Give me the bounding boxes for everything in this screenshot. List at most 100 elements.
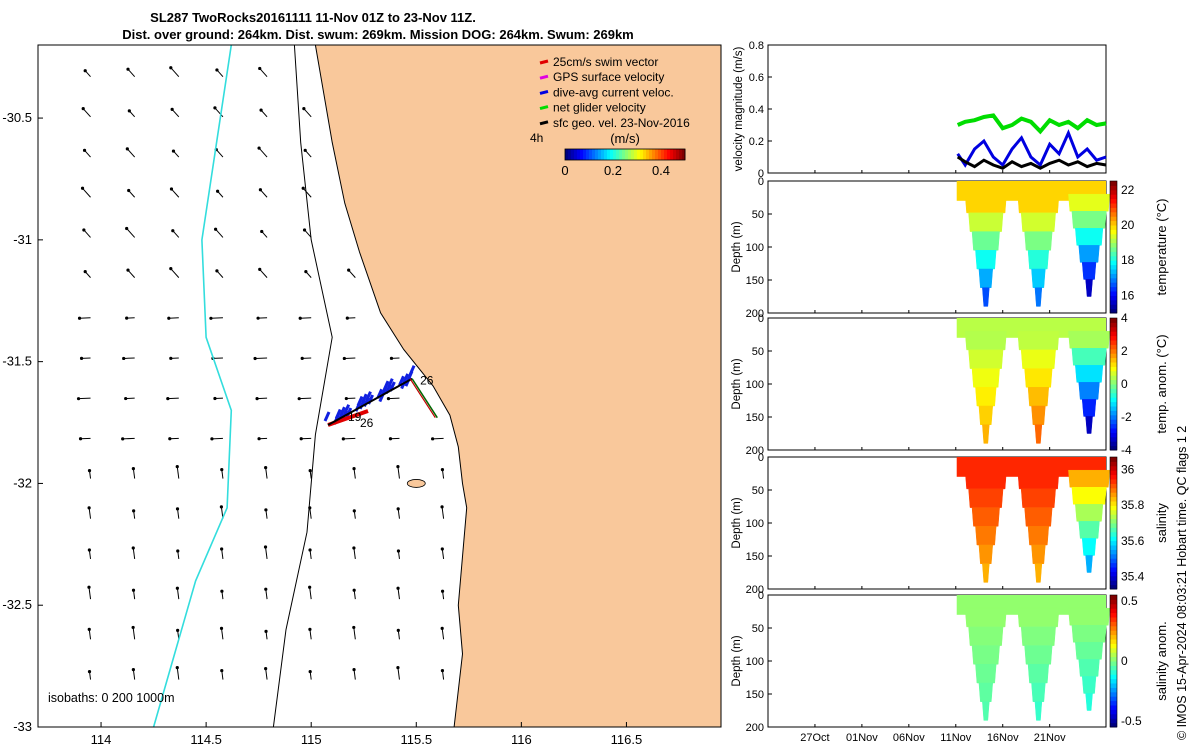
dive-cell: [975, 526, 997, 546]
colorbar-segment: [1110, 233, 1117, 239]
velocity-series-dive-avg-current-veloc-: [956, 129, 1107, 168]
island: [406, 479, 426, 488]
current-arrow-head: [440, 626, 444, 631]
colorbar-segment: [1110, 509, 1117, 515]
colorbar-segment: [1110, 295, 1117, 301]
swim-vector: [327, 409, 369, 427]
current-arrow-head: [82, 148, 87, 152]
colorbar-segment: [1110, 523, 1117, 528]
net-track-line: [327, 377, 413, 426]
dive-cell: [1027, 526, 1049, 546]
colorbar-segment: [1110, 304, 1117, 310]
current-arrow-head: [166, 397, 170, 401]
dive-cell: [1071, 625, 1107, 643]
current-arrow: [221, 548, 224, 560]
current-arrow-head: [302, 228, 307, 232]
colorbar-segment: [1110, 514, 1117, 520]
colorbar-segment: [1110, 608, 1117, 614]
colorbar-segment: [646, 149, 650, 160]
colorbar-segment: [1110, 536, 1117, 542]
current-arrow-head: [308, 585, 312, 589]
current-arrow-head: [170, 107, 174, 111]
current-arrow-head: [264, 587, 268, 591]
current-arrow-head: [169, 187, 174, 191]
dive-cell: [1034, 563, 1043, 583]
colorbar-segment: [1110, 308, 1117, 314]
current-arrow: [309, 629, 312, 640]
current-arrow-head: [82, 228, 86, 232]
current-arrow-head: [257, 437, 261, 441]
colorbar-segment: [664, 149, 668, 160]
colorbar-segment: [1110, 718, 1117, 724]
legend-label: GPS surface velocity: [553, 70, 664, 84]
current-arrow-head: [297, 397, 301, 401]
colorbar-segment: [1110, 322, 1117, 328]
current-arrow-head: [431, 437, 435, 441]
current-arrow-head: [171, 229, 175, 233]
colorbar-frame: [1109, 180, 1118, 314]
x-tick-label: 114.5: [190, 732, 222, 747]
heatmap-panel-temp_anom: 0 50 100 150 200 Depth (m) -4 -2 0 2 4 temp. anom. …: [731, 311, 1169, 457]
y-tick-label: 150: [746, 275, 764, 287]
colorbar-segment: [1110, 558, 1117, 564]
current-arrow: [353, 468, 356, 479]
colorbar-segment: [667, 149, 671, 160]
current-arrow-head: [76, 397, 81, 401]
current-arrow-head: [209, 316, 213, 320]
colorbar-segment: [1110, 251, 1117, 257]
colorbar-segment: [1110, 423, 1117, 429]
colorbar-segment: [1110, 181, 1117, 186]
current-arrow: [309, 587, 312, 600]
colorbar-segment: [1110, 479, 1117, 484]
swim-vector-line: [409, 378, 436, 418]
colorbar-segment: [1110, 335, 1117, 341]
dive-cell: [1071, 211, 1107, 229]
colorbar-segment: [1110, 496, 1117, 502]
colorbar-segment: [1110, 277, 1117, 283]
colorbar-segment: [1110, 549, 1117, 555]
current-arrow-head: [214, 227, 218, 231]
colorbar-segment: [625, 149, 629, 160]
current-arrow-head: [259, 108, 263, 112]
legend-label: net glider velocity: [553, 101, 646, 115]
colorbar-segment: [1110, 678, 1117, 684]
current-arrow-head: [255, 396, 259, 401]
dive-cell: [1078, 659, 1100, 677]
current-arrow-head: [168, 437, 172, 441]
current-arrow-head: [167, 316, 171, 320]
current-arrow: [441, 548, 445, 560]
colorbar-segment: [1110, 531, 1117, 537]
track-label: 26: [420, 374, 434, 388]
colorbar-frame: [1109, 456, 1118, 590]
colorbar-segment: [1110, 282, 1117, 288]
dive-cell: [1034, 701, 1043, 721]
legend-label: 25cm/s swim vector: [553, 55, 658, 69]
dive-cell: [1081, 262, 1097, 280]
dive-cell: [1024, 368, 1053, 388]
time-tick-label: 16Nov: [987, 732, 1019, 744]
dive-avg-current-vector: [334, 408, 342, 420]
colorbar-segment: [1110, 487, 1117, 493]
colorbar-segment: [1110, 410, 1117, 416]
colorbar-segment: [649, 149, 653, 160]
track-label: 26: [360, 416, 374, 430]
colorbar-segment: [1110, 255, 1117, 261]
current-arrow-head: [213, 396, 217, 401]
colorbar-unit-label: (m/s): [610, 131, 640, 146]
current-arrow-head: [440, 547, 444, 551]
legend-swatch: [539, 59, 549, 65]
dive-avg-current-vector: [323, 411, 331, 422]
dive-cell: [978, 268, 993, 288]
current-arrow-head: [169, 267, 173, 271]
current-arrow-head: [304, 270, 308, 274]
colorbar-segment: [1110, 194, 1117, 200]
colorbar-segment: [1110, 247, 1117, 252]
current-arrow-head: [87, 506, 91, 510]
current-arrow: [215, 149, 224, 158]
dive-cell: [982, 424, 990, 444]
colorbar-label: temp. anom. (°C): [1154, 334, 1169, 433]
dive-cell: [968, 488, 1004, 508]
dive-cell: [964, 469, 1007, 490]
x-tick-label: 114: [91, 732, 112, 747]
current-arrow-head: [80, 186, 85, 190]
